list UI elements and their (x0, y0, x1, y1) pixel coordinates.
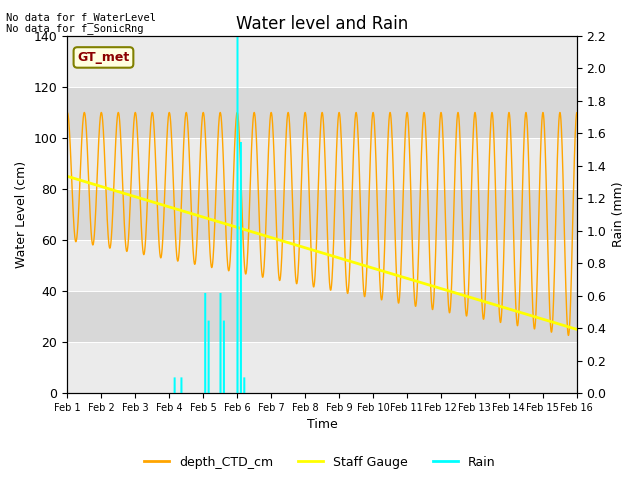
Text: No data for f_WaterLevel: No data for f_WaterLevel (6, 12, 156, 23)
Bar (67, 189, 577, 240)
Text: GT_met: GT_met (77, 51, 129, 64)
Y-axis label: Water Level (cm): Water Level (cm) (15, 161, 28, 268)
Text: No data for f_SonicRng: No data for f_SonicRng (6, 23, 144, 34)
X-axis label: Time: Time (307, 419, 337, 432)
Y-axis label: Rain (mm): Rain (mm) (612, 182, 625, 247)
Title: Water level and Rain: Water level and Rain (236, 15, 408, 33)
Bar (67, 291, 577, 342)
Bar (67, 87, 577, 138)
Legend: depth_CTD_cm, Staff Gauge, Rain: depth_CTD_cm, Staff Gauge, Rain (140, 451, 500, 474)
